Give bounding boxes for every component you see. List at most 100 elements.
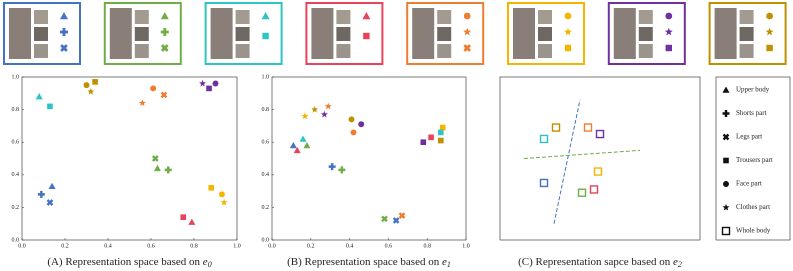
caption-symbol: e [673,256,678,268]
marker [311,105,319,113]
marker [160,44,169,52]
marker [723,157,729,164]
caption-text: (B) Representation space based on [287,256,442,268]
x-tick-label: 0.0 [18,243,26,249]
marker [564,44,572,52]
marker [48,182,56,190]
marker [420,139,427,145]
photo [109,8,132,59]
marker [722,110,730,117]
photo [34,44,48,58]
legend-label: Face part [736,180,762,188]
photo [311,8,334,59]
marker [348,116,355,123]
photo [235,44,250,58]
photo [613,8,636,59]
photo [538,44,552,58]
marker [188,218,196,225]
marker [164,166,172,174]
marker [261,12,270,20]
legend-label: Upper body [736,86,770,94]
photo [739,10,754,24]
marker [289,141,297,149]
marker [218,191,225,198]
marker [539,134,549,144]
photo [638,10,653,24]
divider-line [523,149,641,159]
photo [336,27,351,41]
plot-frame [271,76,467,241]
marker [358,121,365,128]
y-tick-label: 1.0 [12,74,20,80]
marker [303,141,311,149]
caption: (C) Representation sapce based on e2 [518,256,682,269]
photo [210,8,233,59]
marker [437,129,444,136]
photo [513,8,535,59]
x-tick-label: 0.0 [268,243,276,249]
y-tick-label: 0.4 [262,172,270,178]
marker [299,135,307,142]
marker [363,32,370,40]
marker [539,178,549,188]
photo [538,27,552,41]
marker [350,129,357,136]
marker [437,137,444,144]
caption-subscript: 0 [208,260,212,269]
photo [412,8,435,59]
photo [437,10,452,24]
marker [665,44,672,52]
y-tick-label: 0.6 [262,140,270,146]
marker [153,164,161,172]
marker [87,87,95,95]
plot-frame [499,76,701,241]
x-tick-label: 0.8 [423,243,431,249]
caption-symbol: e [203,256,208,268]
marker [301,112,309,120]
y-tick-label: 0.4 [12,172,20,178]
x-tick-label: 0.2 [61,243,69,249]
marker [262,32,269,40]
marker [199,79,207,87]
marker [92,79,98,85]
caption-subscript: 1 [447,260,451,269]
photo [134,44,149,58]
photo [739,27,754,41]
marker [338,166,346,174]
marker [83,82,90,89]
marker [722,133,730,141]
marker [293,146,301,154]
marker [47,103,53,110]
marker [212,80,219,87]
x-tick-label: 0.4 [346,243,354,249]
marker [37,190,45,198]
marker [60,28,68,36]
marker [160,91,168,99]
y-tick-label: 0.2 [262,205,270,211]
marker [721,226,731,236]
marker [151,155,159,162]
photo [34,27,48,41]
x-tick-label: 0.2 [307,243,315,249]
marker [463,44,472,52]
marker [392,217,400,224]
marker [463,27,472,36]
marker [595,129,605,139]
marker [208,185,214,191]
photo [134,27,149,41]
photo [437,27,452,41]
photo [34,10,48,24]
marker [593,167,603,176]
marker [577,188,587,197]
marker [765,27,774,36]
marker [766,44,773,52]
marker [46,199,54,206]
y-tick-label: 0.6 [12,140,20,146]
legend-label: Shorts part [736,109,767,117]
marker [220,198,228,206]
y-tick-label: 0.2 [12,205,20,211]
marker [206,85,212,92]
photo [538,10,552,24]
divider-line [553,99,581,224]
legend-label: Trousers part [736,156,773,164]
